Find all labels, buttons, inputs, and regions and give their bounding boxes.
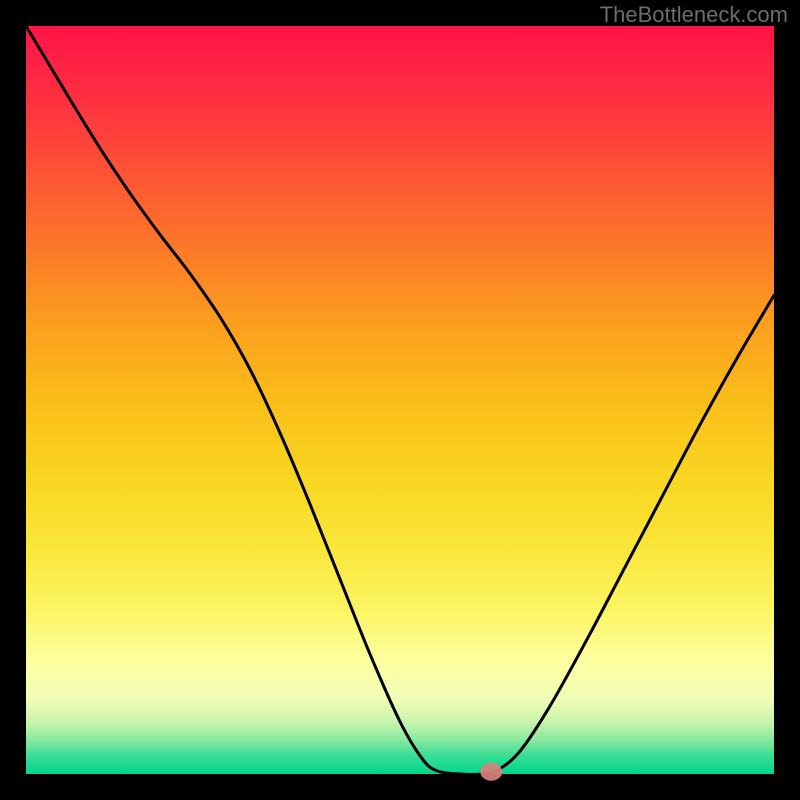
chart-svg: [0, 0, 800, 800]
bottleneck-chart: [0, 0, 800, 800]
plot-area: [26, 26, 774, 774]
optimal-point-marker: [480, 763, 502, 781]
chart-container: TheBottleneck.com: [0, 0, 800, 800]
attribution-text: TheBottleneck.com: [600, 2, 788, 28]
